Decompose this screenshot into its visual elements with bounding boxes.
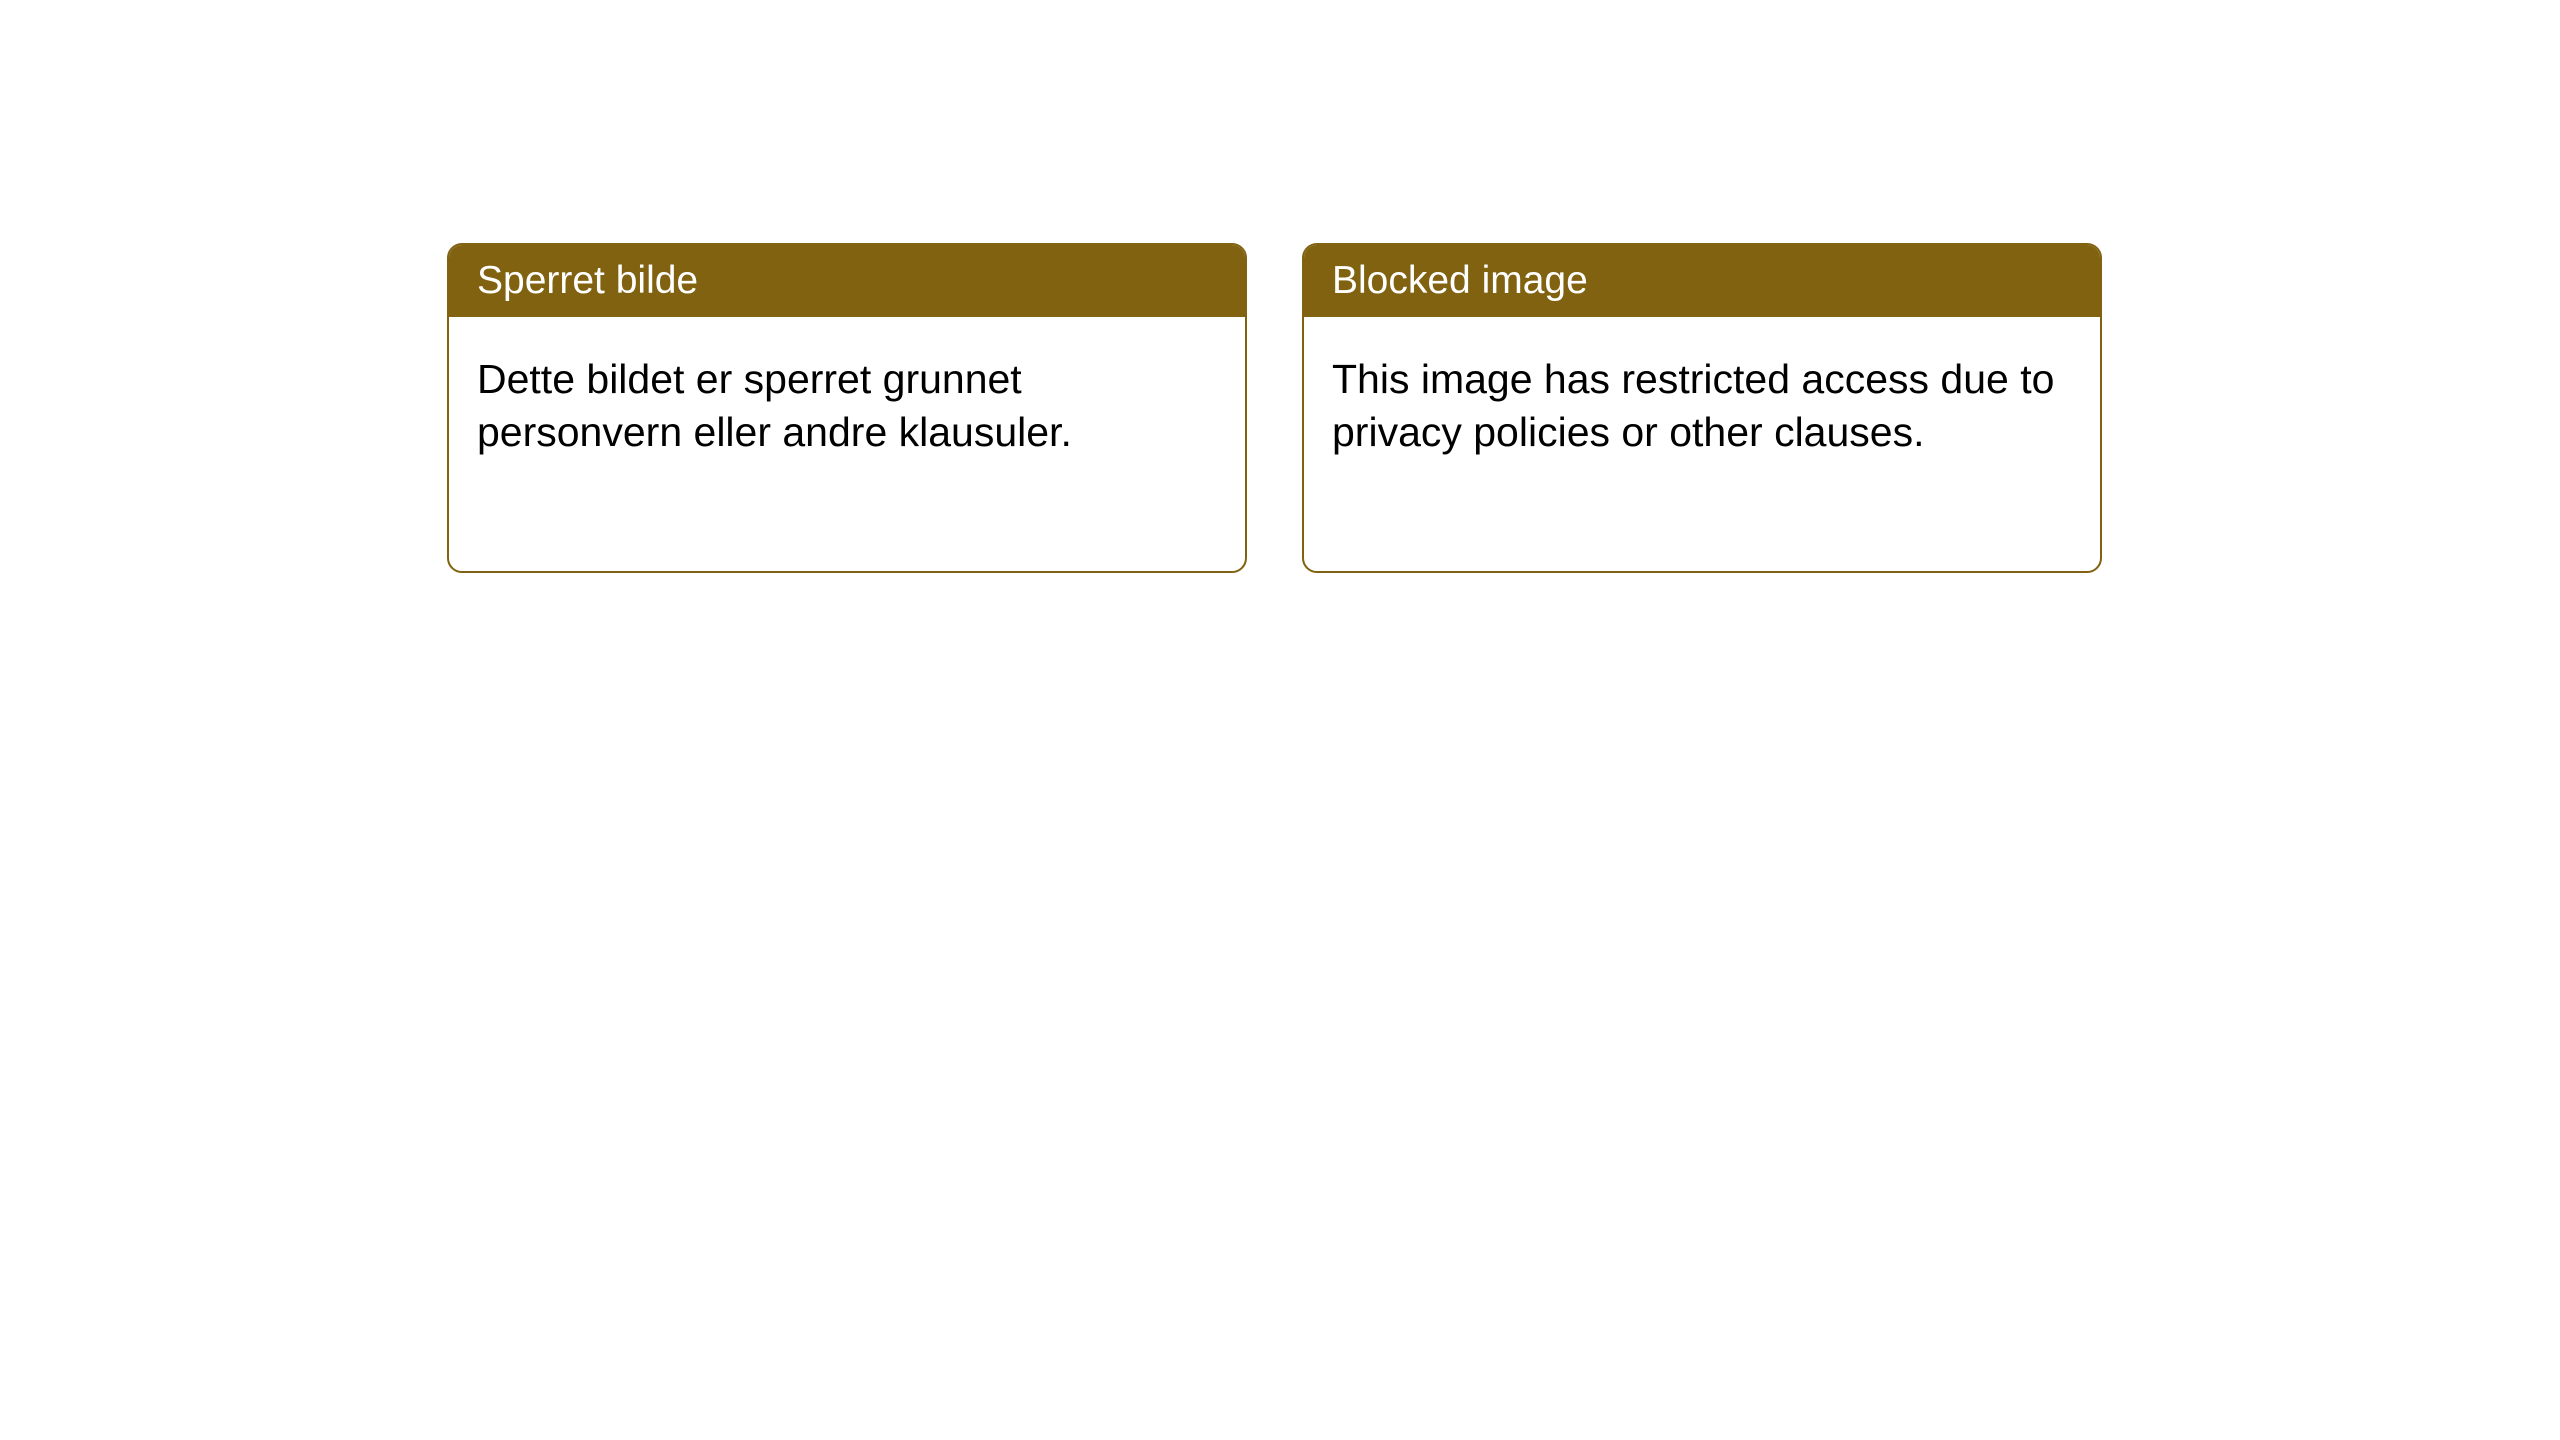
card-body-text: This image has restricted access due to … <box>1332 356 2054 455</box>
card-title: Blocked image <box>1332 259 1588 302</box>
card-title: Sperret bilde <box>477 259 698 302</box>
notice-card-norwegian: Sperret bilde Dette bildet er sperret gr… <box>447 243 1247 573</box>
card-header: Blocked image <box>1304 245 2100 317</box>
card-body: Dette bildet er sperret grunnet personve… <box>449 317 1245 496</box>
notice-cards-container: Sperret bilde Dette bildet er sperret gr… <box>447 243 2102 573</box>
card-header: Sperret bilde <box>449 245 1245 317</box>
card-body: This image has restricted access due to … <box>1304 317 2100 496</box>
card-body-text: Dette bildet er sperret grunnet personve… <box>477 356 1072 455</box>
notice-card-english: Blocked image This image has restricted … <box>1302 243 2102 573</box>
